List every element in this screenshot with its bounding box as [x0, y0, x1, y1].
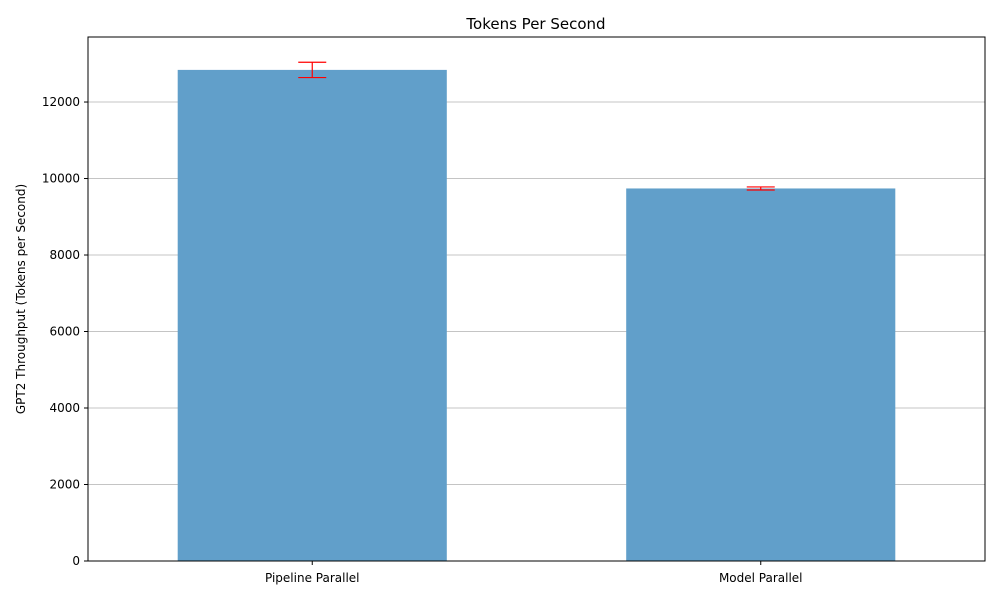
chart-title: Tokens Per Second — [465, 15, 605, 33]
y-tick-label-3: 6000 — [49, 325, 80, 339]
y-tick-label-1: 2000 — [49, 478, 80, 492]
bar-1 — [626, 188, 896, 561]
bars — [177, 69, 896, 561]
error-bars — [298, 61, 775, 191]
y-tick-label-5: 10000 — [42, 172, 80, 186]
y-tick-label-4: 8000 — [49, 248, 80, 262]
plot-frame — [87, 36, 986, 562]
x-tick-label-0: Pipeline Parallel — [265, 571, 360, 585]
x-tick-label-1: Model Parallel — [719, 571, 803, 585]
axes: 0 2000 4000 6000 8000 10000 12000 Pipeline Para… — [42, 36, 986, 585]
y-tick-label-0: 0 — [72, 554, 80, 568]
y-tick-label-6: 12000 — [42, 95, 80, 109]
bar-0 — [177, 69, 447, 561]
y-axis-label: GPT2 Throughput (Tokens per Second) — [14, 184, 28, 414]
y-tick-label-2: 4000 — [49, 401, 80, 415]
